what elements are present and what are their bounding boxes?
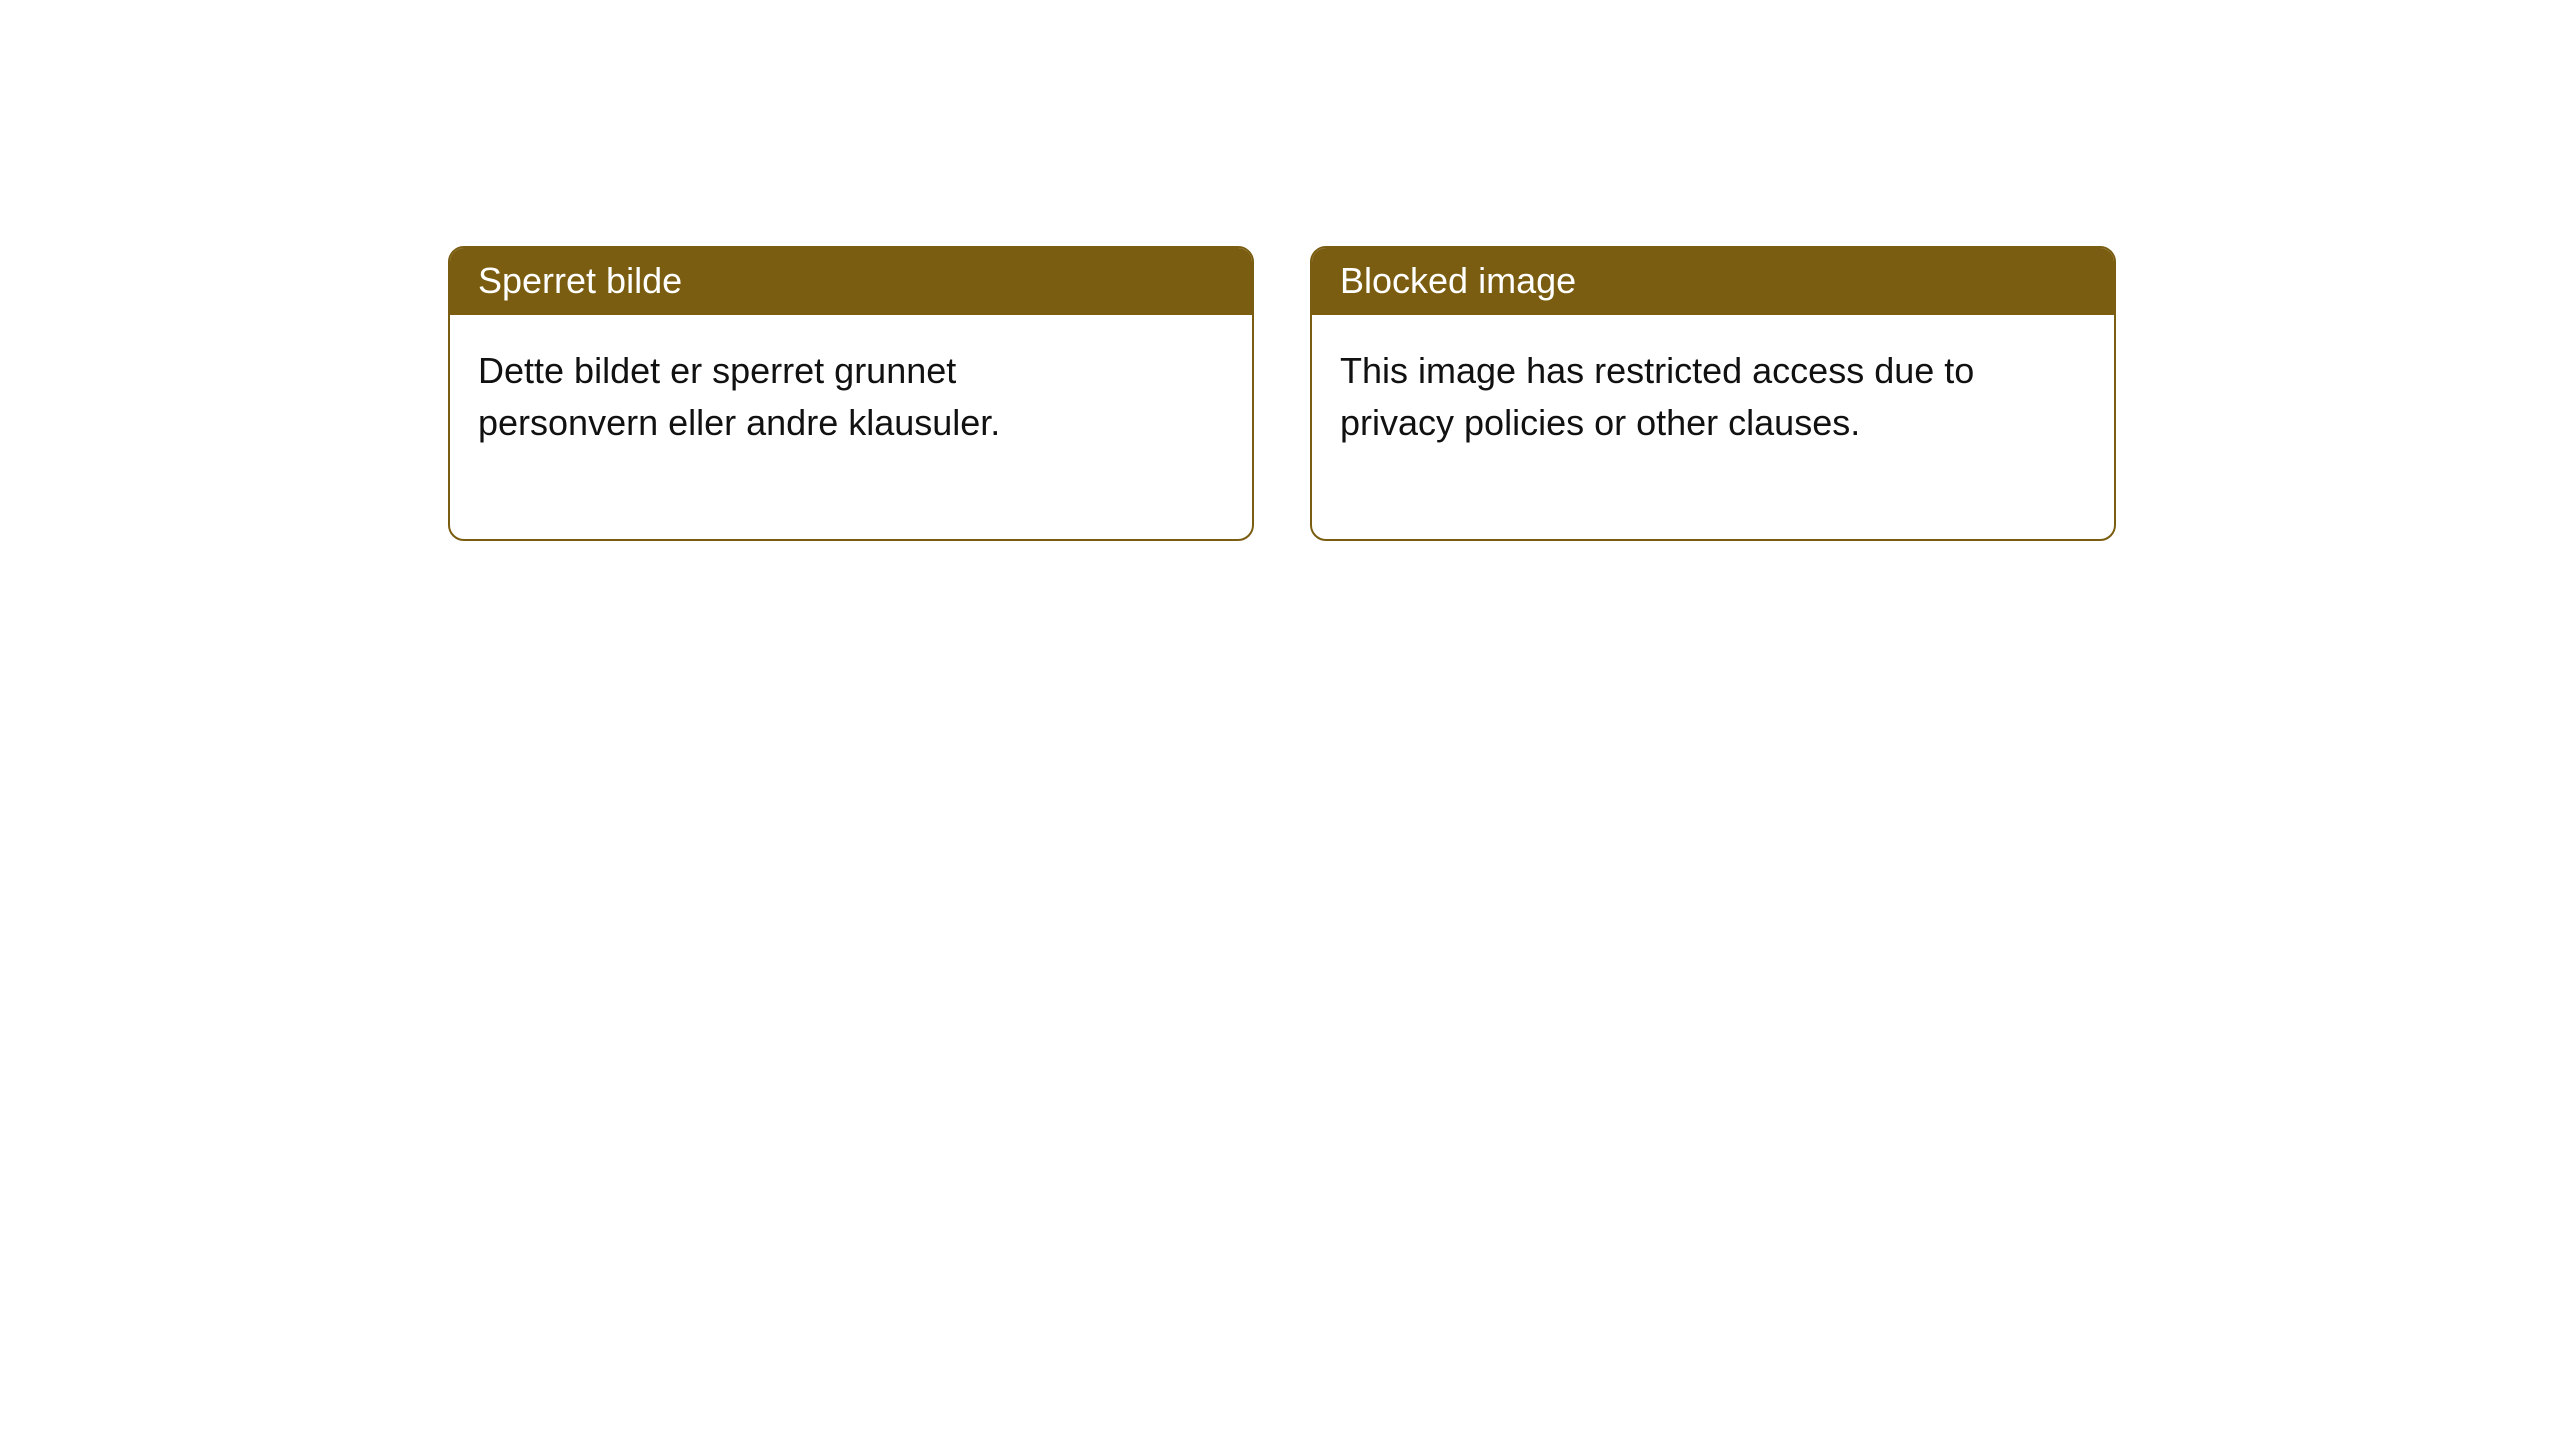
notice-container: Sperret bilde Dette bildet er sperret gr…: [0, 0, 2560, 541]
notice-card-english: Blocked image This image has restricted …: [1310, 246, 2116, 541]
notice-header: Blocked image: [1312, 248, 2114, 315]
notice-body: Dette bildet er sperret grunnet personve…: [450, 315, 1150, 539]
notice-card-norwegian: Sperret bilde Dette bildet er sperret gr…: [448, 246, 1254, 541]
notice-body: This image has restricted access due to …: [1312, 315, 2012, 539]
notice-header: Sperret bilde: [450, 248, 1252, 315]
